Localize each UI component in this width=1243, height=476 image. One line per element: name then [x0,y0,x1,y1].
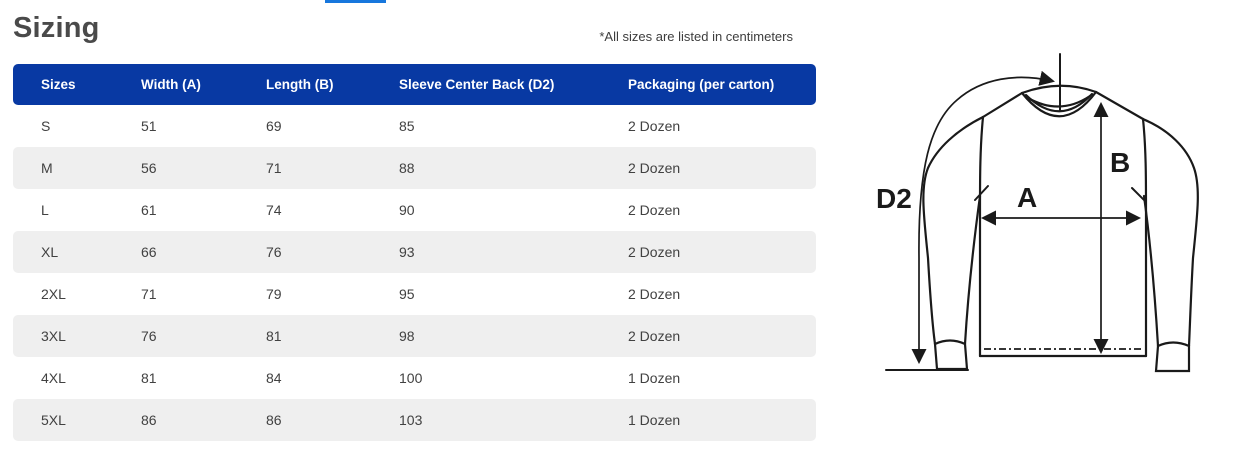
cell-size: 5XL [13,399,141,441]
table-row: S 51 69 85 2 Dozen [13,105,816,147]
cell-length: 81 [266,315,399,357]
diagram-label-a: A [1017,182,1037,213]
table-row: L 61 74 90 2 Dozen [13,189,816,231]
cell-width: 81 [141,357,266,399]
cell-packaging: 1 Dozen [628,357,816,399]
cell-sleeve: 93 [399,231,628,273]
cell-width: 76 [141,315,266,357]
sleeve-center-back-arrow [911,70,1055,365]
diagram-label-d2: D2 [876,183,912,214]
cell-packaging: 2 Dozen [628,273,816,315]
cell-sleeve: 90 [399,189,628,231]
cell-size: 3XL [13,315,141,357]
cell-length: 74 [266,189,399,231]
table-row: 2XL 71 79 95 2 Dozen [13,273,816,315]
cell-size: L [13,189,141,231]
col-header-packaging: Packaging (per carton) [628,64,816,105]
table-row: XL 66 76 93 2 Dozen [13,231,816,273]
cell-sleeve: 103 [399,399,628,441]
table-row: 5XL 86 86 103 1 Dozen [13,399,816,441]
cell-length: 79 [266,273,399,315]
cell-length: 69 [266,105,399,147]
measurement-arrows [911,70,1142,365]
sizing-table: Sizes Width (A) Length (B) Sleeve Center… [13,64,816,441]
table-row: 4XL 81 84 100 1 Dozen [13,357,816,399]
cell-packaging: 2 Dozen [628,231,816,273]
cell-packaging: 2 Dozen [628,147,816,189]
cell-size: S [13,105,141,147]
cell-sleeve: 95 [399,273,628,315]
diagram-label-b: B [1110,147,1130,178]
cell-packaging: 1 Dozen [628,399,816,441]
cell-sleeve: 88 [399,147,628,189]
cell-width: 71 [141,273,266,315]
cell-width: 51 [141,105,266,147]
units-note: *All sizes are listed in centimeters [599,29,793,44]
cell-sleeve: 100 [399,357,628,399]
cell-packaging: 2 Dozen [628,105,816,147]
cell-sleeve: 85 [399,105,628,147]
cell-packaging: 2 Dozen [628,315,816,357]
page-title: Sizing [13,12,100,44]
sizing-table-header: Sizes Width (A) Length (B) Sleeve Center… [13,64,816,105]
table-row: M 56 71 88 2 Dozen [13,147,816,189]
table-row: 3XL 76 81 98 2 Dozen [13,315,816,357]
col-header-sleeve: Sleeve Center Back (D2) [399,64,628,105]
cell-length: 76 [266,231,399,273]
col-header-length: Length (B) [266,64,399,105]
active-tab-underline[interactable] [325,0,386,3]
cell-width: 86 [141,399,266,441]
cell-size: 4XL [13,357,141,399]
cell-width: 66 [141,231,266,273]
cell-length: 71 [266,147,399,189]
cell-packaging: 2 Dozen [628,189,816,231]
header-row: Sizes Width (A) Length (B) Sleeve Center… [13,64,816,105]
shirt-outline [885,53,1199,373]
cell-length: 86 [266,399,399,441]
cell-length: 84 [266,357,399,399]
cell-sleeve: 98 [399,315,628,357]
cell-width: 61 [141,189,266,231]
cell-size: M [13,147,141,189]
cell-size: 2XL [13,273,141,315]
col-header-width: Width (A) [141,64,266,105]
cell-width: 56 [141,147,266,189]
measurement-diagram: D2 A B [876,53,1199,373]
col-header-sizes: Sizes [13,64,141,105]
cell-size: XL [13,231,141,273]
